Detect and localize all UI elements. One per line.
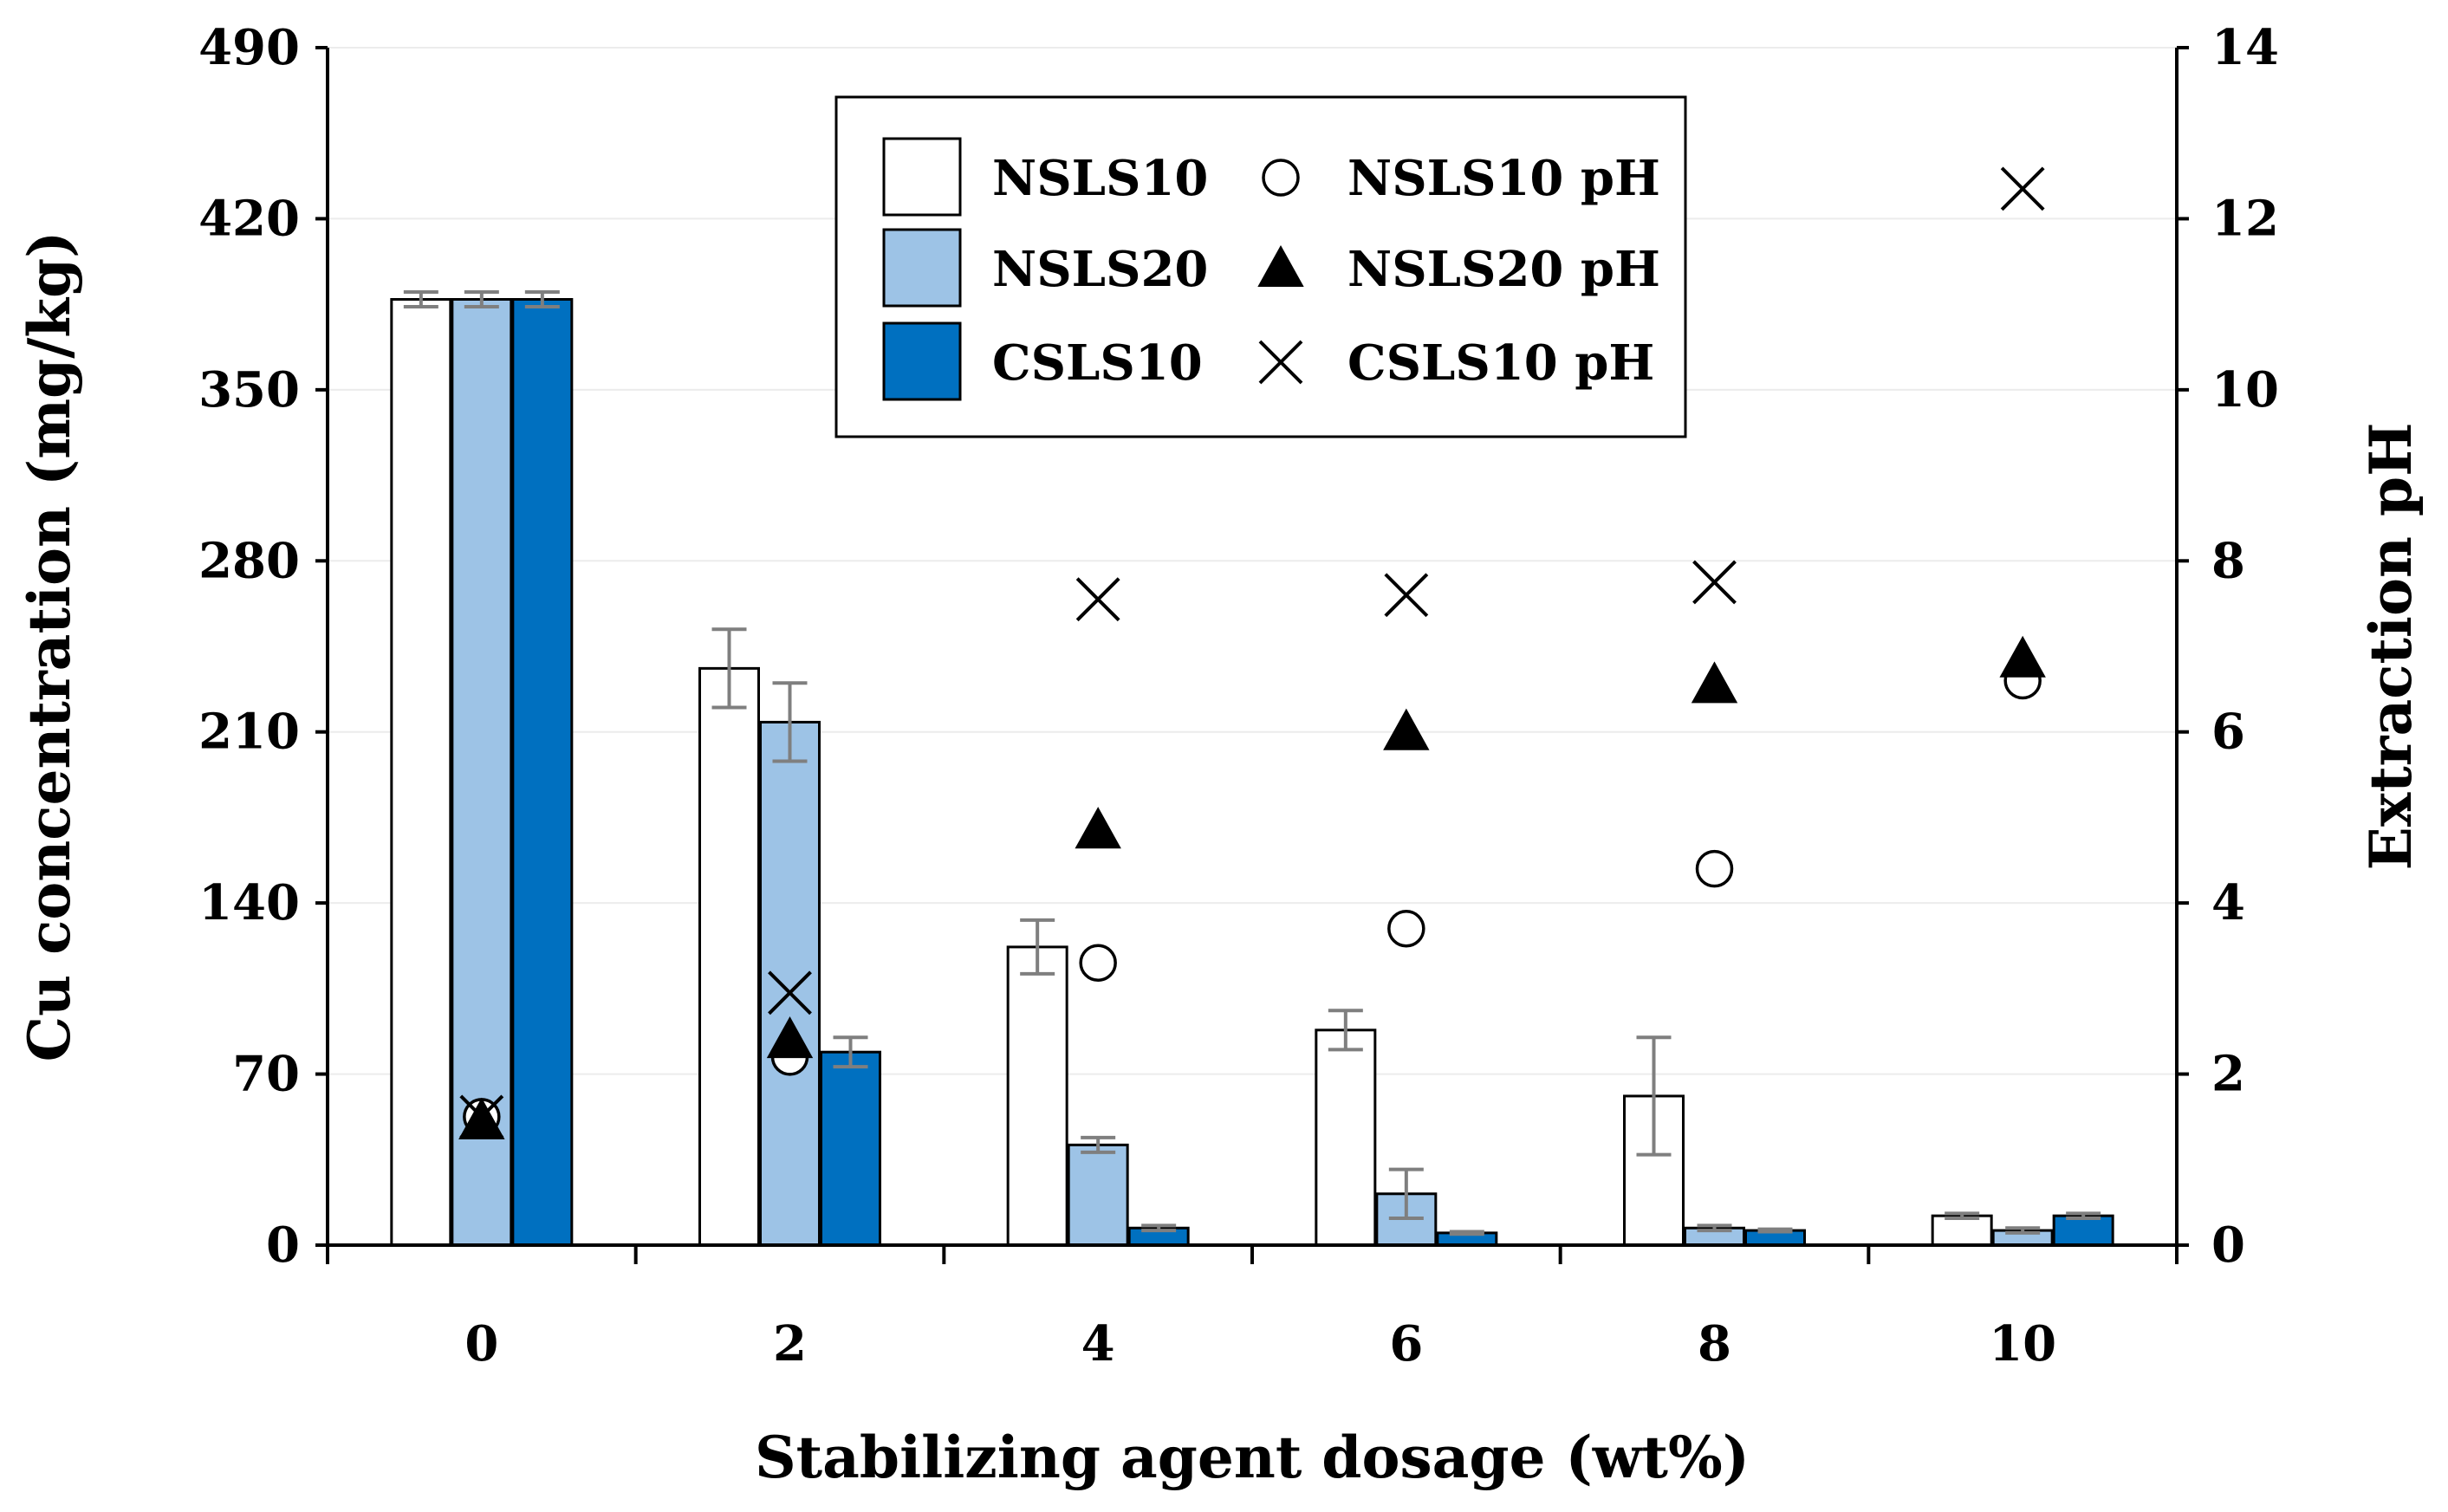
bar-nsls10 <box>1931 1214 1993 1247</box>
marker-csls10-ph <box>1692 560 1737 605</box>
cross-stroke <box>1258 340 1303 385</box>
legend-label: CSLS10 pH <box>1347 334 1654 392</box>
legend-label: NSLS20 <box>992 241 1208 298</box>
cross-stroke <box>459 1094 504 1139</box>
y2-tick-label: 14 <box>2211 19 2279 76</box>
legend-label: NSLS10 pH <box>1347 150 1660 207</box>
bar-csls10 <box>820 1050 881 1247</box>
marker-nsls10-ph <box>1695 849 1734 888</box>
marker-nsls20-ph <box>1691 661 1738 704</box>
legend-label: NSLS20 pH <box>1347 241 1660 298</box>
error-bars <box>403 290 2101 1236</box>
x-tick-label: 8 <box>1698 1315 1731 1372</box>
marker-nsls20-ph <box>1075 807 1121 849</box>
ph-markers <box>458 166 2046 1139</box>
x-tick-label: 0 <box>464 1315 498 1372</box>
bar-nsls20 <box>759 720 821 1247</box>
bar-nsls20 <box>451 298 513 1247</box>
cross-stroke <box>2000 166 2045 211</box>
bar-nsls10 <box>698 666 760 1247</box>
marker-csls10-ph <box>768 970 812 1016</box>
y-tick-label: 0 <box>266 1217 300 1274</box>
marker-nsls20-ph <box>766 1016 814 1059</box>
legend-label: CSLS10 <box>992 334 1203 392</box>
y-tick-label: 70 <box>232 1046 300 1103</box>
legend: NSLS10 NSLS20 CSLS10 NSLS10 pH NSLS20 pH CSLS… <box>834 95 1687 438</box>
y2-tick-label: 2 <box>2211 1046 2245 1103</box>
legend-marker-circle <box>1262 159 1300 197</box>
marker-csls10-ph <box>459 1094 504 1139</box>
marker-csls10-ph <box>2000 166 2045 211</box>
bar-csls10 <box>511 298 574 1247</box>
y-tick-label: 350 <box>198 361 300 419</box>
y-tick-label: 420 <box>198 190 300 247</box>
marker-nsls10-ph <box>1387 910 1425 948</box>
y2-tick-label: 6 <box>2211 704 2245 761</box>
legend-swatch-nsls10 <box>882 137 962 217</box>
x-tick-label: 10 <box>1989 1315 2056 1372</box>
bar-nsls20 <box>1067 1143 1129 1247</box>
marker-nsls20-ph <box>1383 708 1430 750</box>
cross-stroke <box>1075 577 1120 622</box>
bar-nsls10 <box>1006 945 1068 1247</box>
legend-label: NSLS10 <box>992 150 1208 207</box>
bar-nsls10 <box>1315 1029 1377 1247</box>
y2-tick-label: 12 <box>2211 190 2279 247</box>
y-tick-label: 280 <box>198 532 300 589</box>
cross-stroke <box>1384 573 1429 618</box>
bar-nsls10 <box>390 298 452 1247</box>
marker-csls10-ph <box>1384 573 1429 618</box>
cross-stroke <box>1692 560 1737 605</box>
legend-marker-triangle <box>1257 244 1304 287</box>
y2-tick-label: 0 <box>2211 1217 2245 1274</box>
x-axis-title: Stabilizing agent dosage (wt%) <box>755 1424 1750 1491</box>
y-axis-title: Cu concentration (mg/kg) <box>16 231 83 1062</box>
marker-nsls10-ph <box>1079 944 1117 982</box>
axes <box>315 46 2189 1264</box>
y2-tick-label: 4 <box>2211 874 2245 931</box>
x-tick-label: 4 <box>1081 1315 1115 1372</box>
legend-marker-cross <box>1258 340 1303 385</box>
x-tick-label: 2 <box>773 1315 807 1372</box>
cross-stroke <box>768 970 812 1016</box>
x-tick-label: 6 <box>1389 1315 1423 1372</box>
legend-swatch-csls10 <box>882 321 962 401</box>
marker-nsls20-ph <box>1999 635 2046 678</box>
y2-axis-title: Extraction pH <box>2357 423 2425 871</box>
y-tick-label: 490 <box>198 19 300 76</box>
legend-swatch-nsls20 <box>882 228 962 308</box>
marker-csls10-ph <box>1075 577 1120 622</box>
y2-tick-label: 8 <box>2211 532 2245 589</box>
y-tick-label: 140 <box>198 874 300 931</box>
y2-tick-label: 10 <box>2211 361 2279 419</box>
bar-csls10 <box>2052 1214 2114 1247</box>
y-tick-label: 210 <box>198 704 300 761</box>
bars <box>390 298 2114 1247</box>
